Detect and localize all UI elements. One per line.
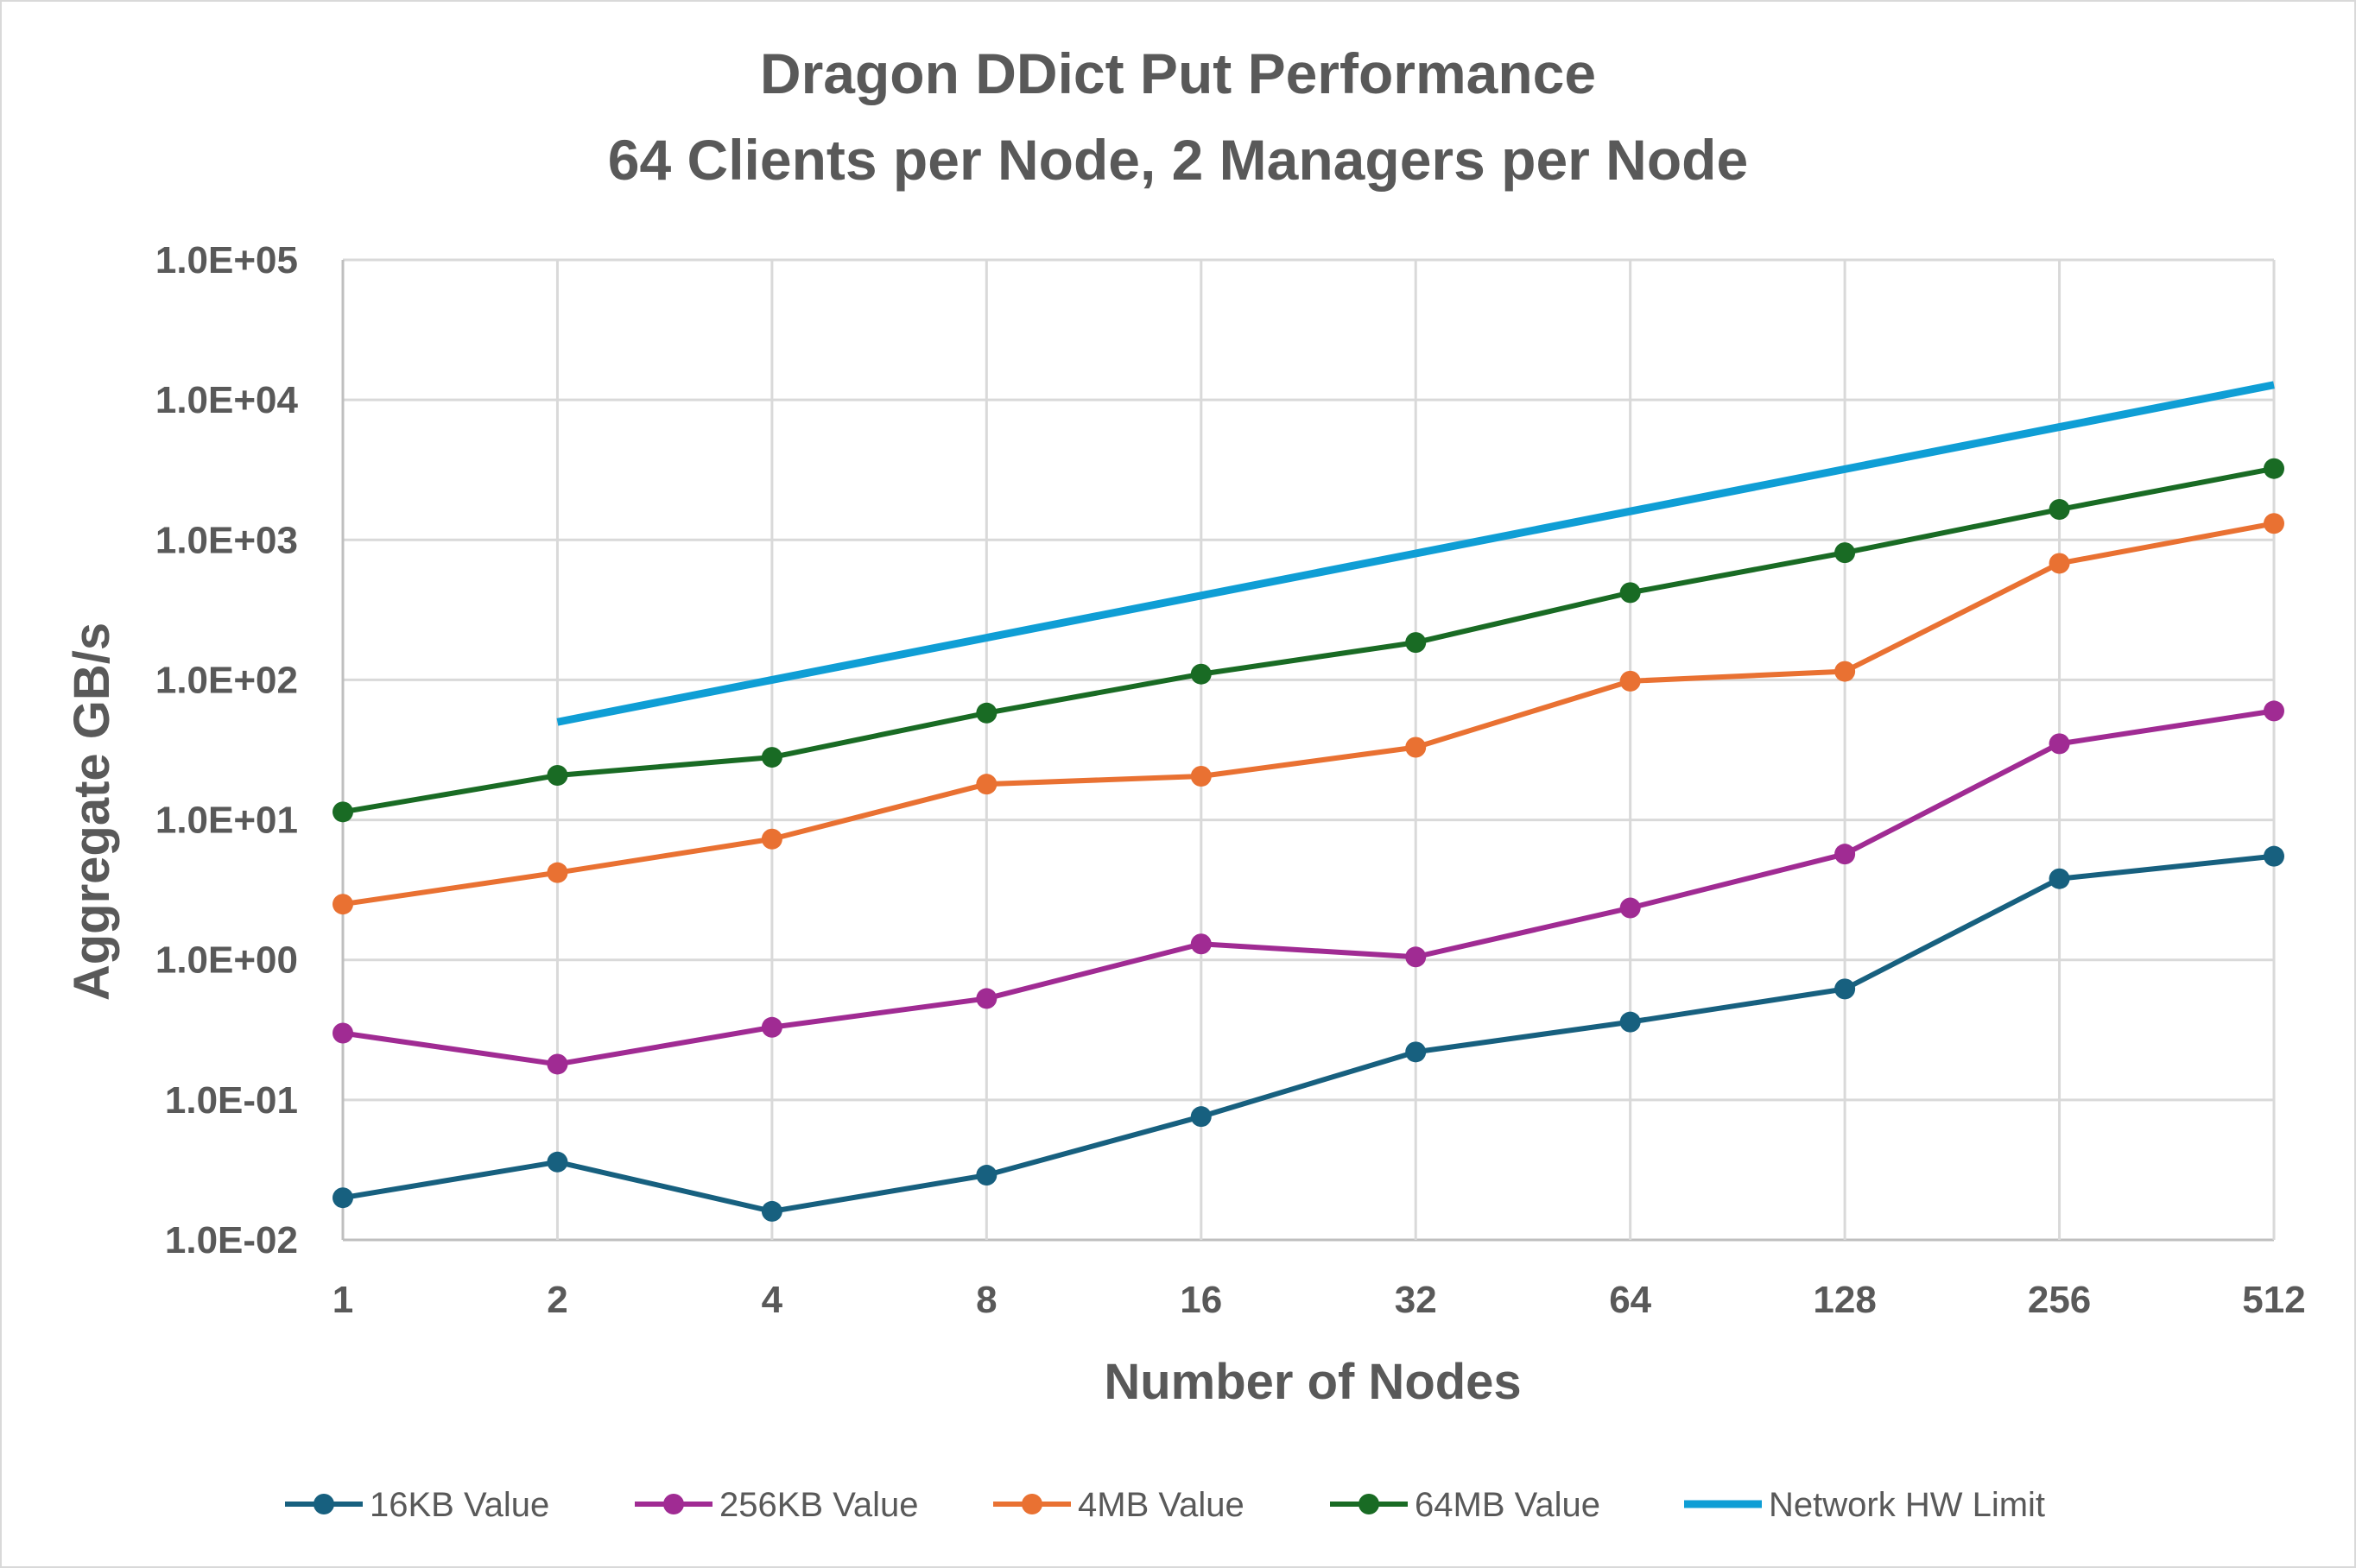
y-tick-labels: 1.0E-02 1.0E-01 1.0E+00 1.0E+01 1.0E+02 1.0E+… — [155, 239, 299, 1261]
legend-label: Network HW Limit — [1769, 1486, 2045, 1524]
series-line — [342, 521, 2275, 907]
x-tick-label: 8 — [976, 1279, 997, 1321]
data-point — [976, 1165, 998, 1186]
y-tick-label: 1.0E+03 — [155, 519, 298, 561]
y-tick-label: 1.0E-02 — [165, 1219, 298, 1261]
legend-item-64mb-value: 64MB Value — [1330, 1486, 1600, 1524]
x-tick-label: 512 — [2242, 1279, 2305, 1321]
legend-item-network-hw-limit: Network HW Limit — [1684, 1486, 2045, 1524]
data-point — [1834, 661, 1856, 682]
data-point — [1405, 946, 1427, 968]
y-tick-label: 1.0E+02 — [155, 659, 298, 701]
data-point — [547, 862, 568, 883]
series-line — [556, 381, 2275, 726]
series-group — [332, 381, 2284, 1222]
data-point — [976, 774, 998, 795]
series-line — [342, 708, 2275, 1067]
data-point — [1619, 897, 1641, 919]
series-line — [342, 465, 2275, 815]
data-point — [761, 1016, 782, 1038]
series-network-hw-limit — [556, 381, 2275, 726]
series-16kb-value — [332, 845, 2284, 1222]
x-tick-label: 256 — [2028, 1279, 2091, 1321]
data-point — [547, 1151, 568, 1173]
data-point — [2264, 700, 2284, 722]
data-point — [1190, 766, 1212, 787]
data-point — [547, 764, 568, 786]
x-tick-label: 4 — [762, 1279, 783, 1321]
legend-item-4mb-value: 4MB Value — [993, 1486, 1244, 1524]
series-64mb-value — [332, 458, 2284, 823]
legend-item-256kb-value: 256KB Value — [635, 1486, 919, 1524]
y-tick-label: 1.0E+05 — [155, 239, 298, 281]
data-point — [1619, 1011, 1641, 1033]
legend-label: 64MB Value — [1415, 1486, 1600, 1524]
data-point — [1834, 978, 1856, 1000]
data-point — [761, 828, 782, 850]
data-point — [2049, 553, 2070, 574]
data-point — [1619, 582, 1641, 604]
legend: 16KB Value 256KB Value 4MB Value 64MB Value… — [285, 1486, 2045, 1524]
series-4mb-value — [332, 513, 2284, 915]
data-point — [1405, 1041, 1427, 1063]
gridlines — [341, 258, 2276, 1242]
data-point — [761, 1200, 782, 1222]
x-tick-label: 64 — [1609, 1279, 1651, 1321]
data-point — [1190, 663, 1212, 685]
data-point — [2049, 733, 2070, 755]
x-axis-title: Number of Nodes — [1104, 1354, 1521, 1410]
legend-marker — [1022, 1494, 1042, 1514]
y-tick-label: 1.0E+00 — [155, 939, 298, 982]
data-point — [2049, 868, 2070, 889]
data-point — [332, 894, 353, 915]
legend-marker — [1358, 1494, 1379, 1514]
y-tick-label: 1.0E-01 — [165, 1079, 298, 1122]
data-point — [976, 988, 998, 1009]
data-point — [547, 1053, 568, 1075]
data-point — [332, 1022, 353, 1044]
series-line — [342, 853, 2275, 1214]
legend-label: 16KB Value — [370, 1486, 549, 1524]
data-point — [2264, 458, 2284, 479]
legend-marker — [663, 1494, 684, 1514]
data-point — [2264, 845, 2284, 867]
legend-marker — [314, 1494, 334, 1514]
legend-item-16kb-value: 16KB Value — [285, 1486, 549, 1524]
y-axis-title: Aggregate GB/s — [64, 623, 120, 1001]
data-point — [1405, 632, 1427, 654]
data-point — [1834, 542, 1856, 564]
data-point — [332, 801, 353, 823]
data-point — [1190, 1106, 1212, 1128]
x-tick-labels: 1 2 4 8 16 32 64 128 256 512 — [332, 1279, 2306, 1321]
legend-label: 256KB Value — [719, 1486, 919, 1524]
data-point — [2049, 499, 2070, 521]
data-point — [332, 1187, 353, 1209]
x-tick-label: 16 — [1180, 1279, 1222, 1321]
chart-subtitle: 64 Clients per Node, 2 Managers per Node — [608, 128, 1748, 192]
x-tick-label: 1 — [332, 1279, 353, 1321]
data-point — [2264, 513, 2284, 534]
legend-label: 4MB Value — [1078, 1486, 1244, 1524]
data-point — [761, 747, 782, 768]
data-point — [1190, 933, 1212, 955]
y-tick-label: 1.0E+04 — [155, 379, 299, 421]
data-point — [1619, 670, 1641, 692]
chart-title: Dragon DDict Put Performance — [760, 41, 1596, 105]
x-tick-label: 128 — [1813, 1279, 1876, 1321]
x-tick-label: 2 — [547, 1279, 567, 1321]
series-256kb-value — [332, 700, 2284, 1075]
data-point — [976, 702, 998, 724]
x-tick-label: 32 — [1395, 1279, 1437, 1321]
y-tick-label: 1.0E+01 — [155, 800, 298, 842]
data-point — [1834, 844, 1856, 865]
data-point — [1405, 737, 1427, 758]
